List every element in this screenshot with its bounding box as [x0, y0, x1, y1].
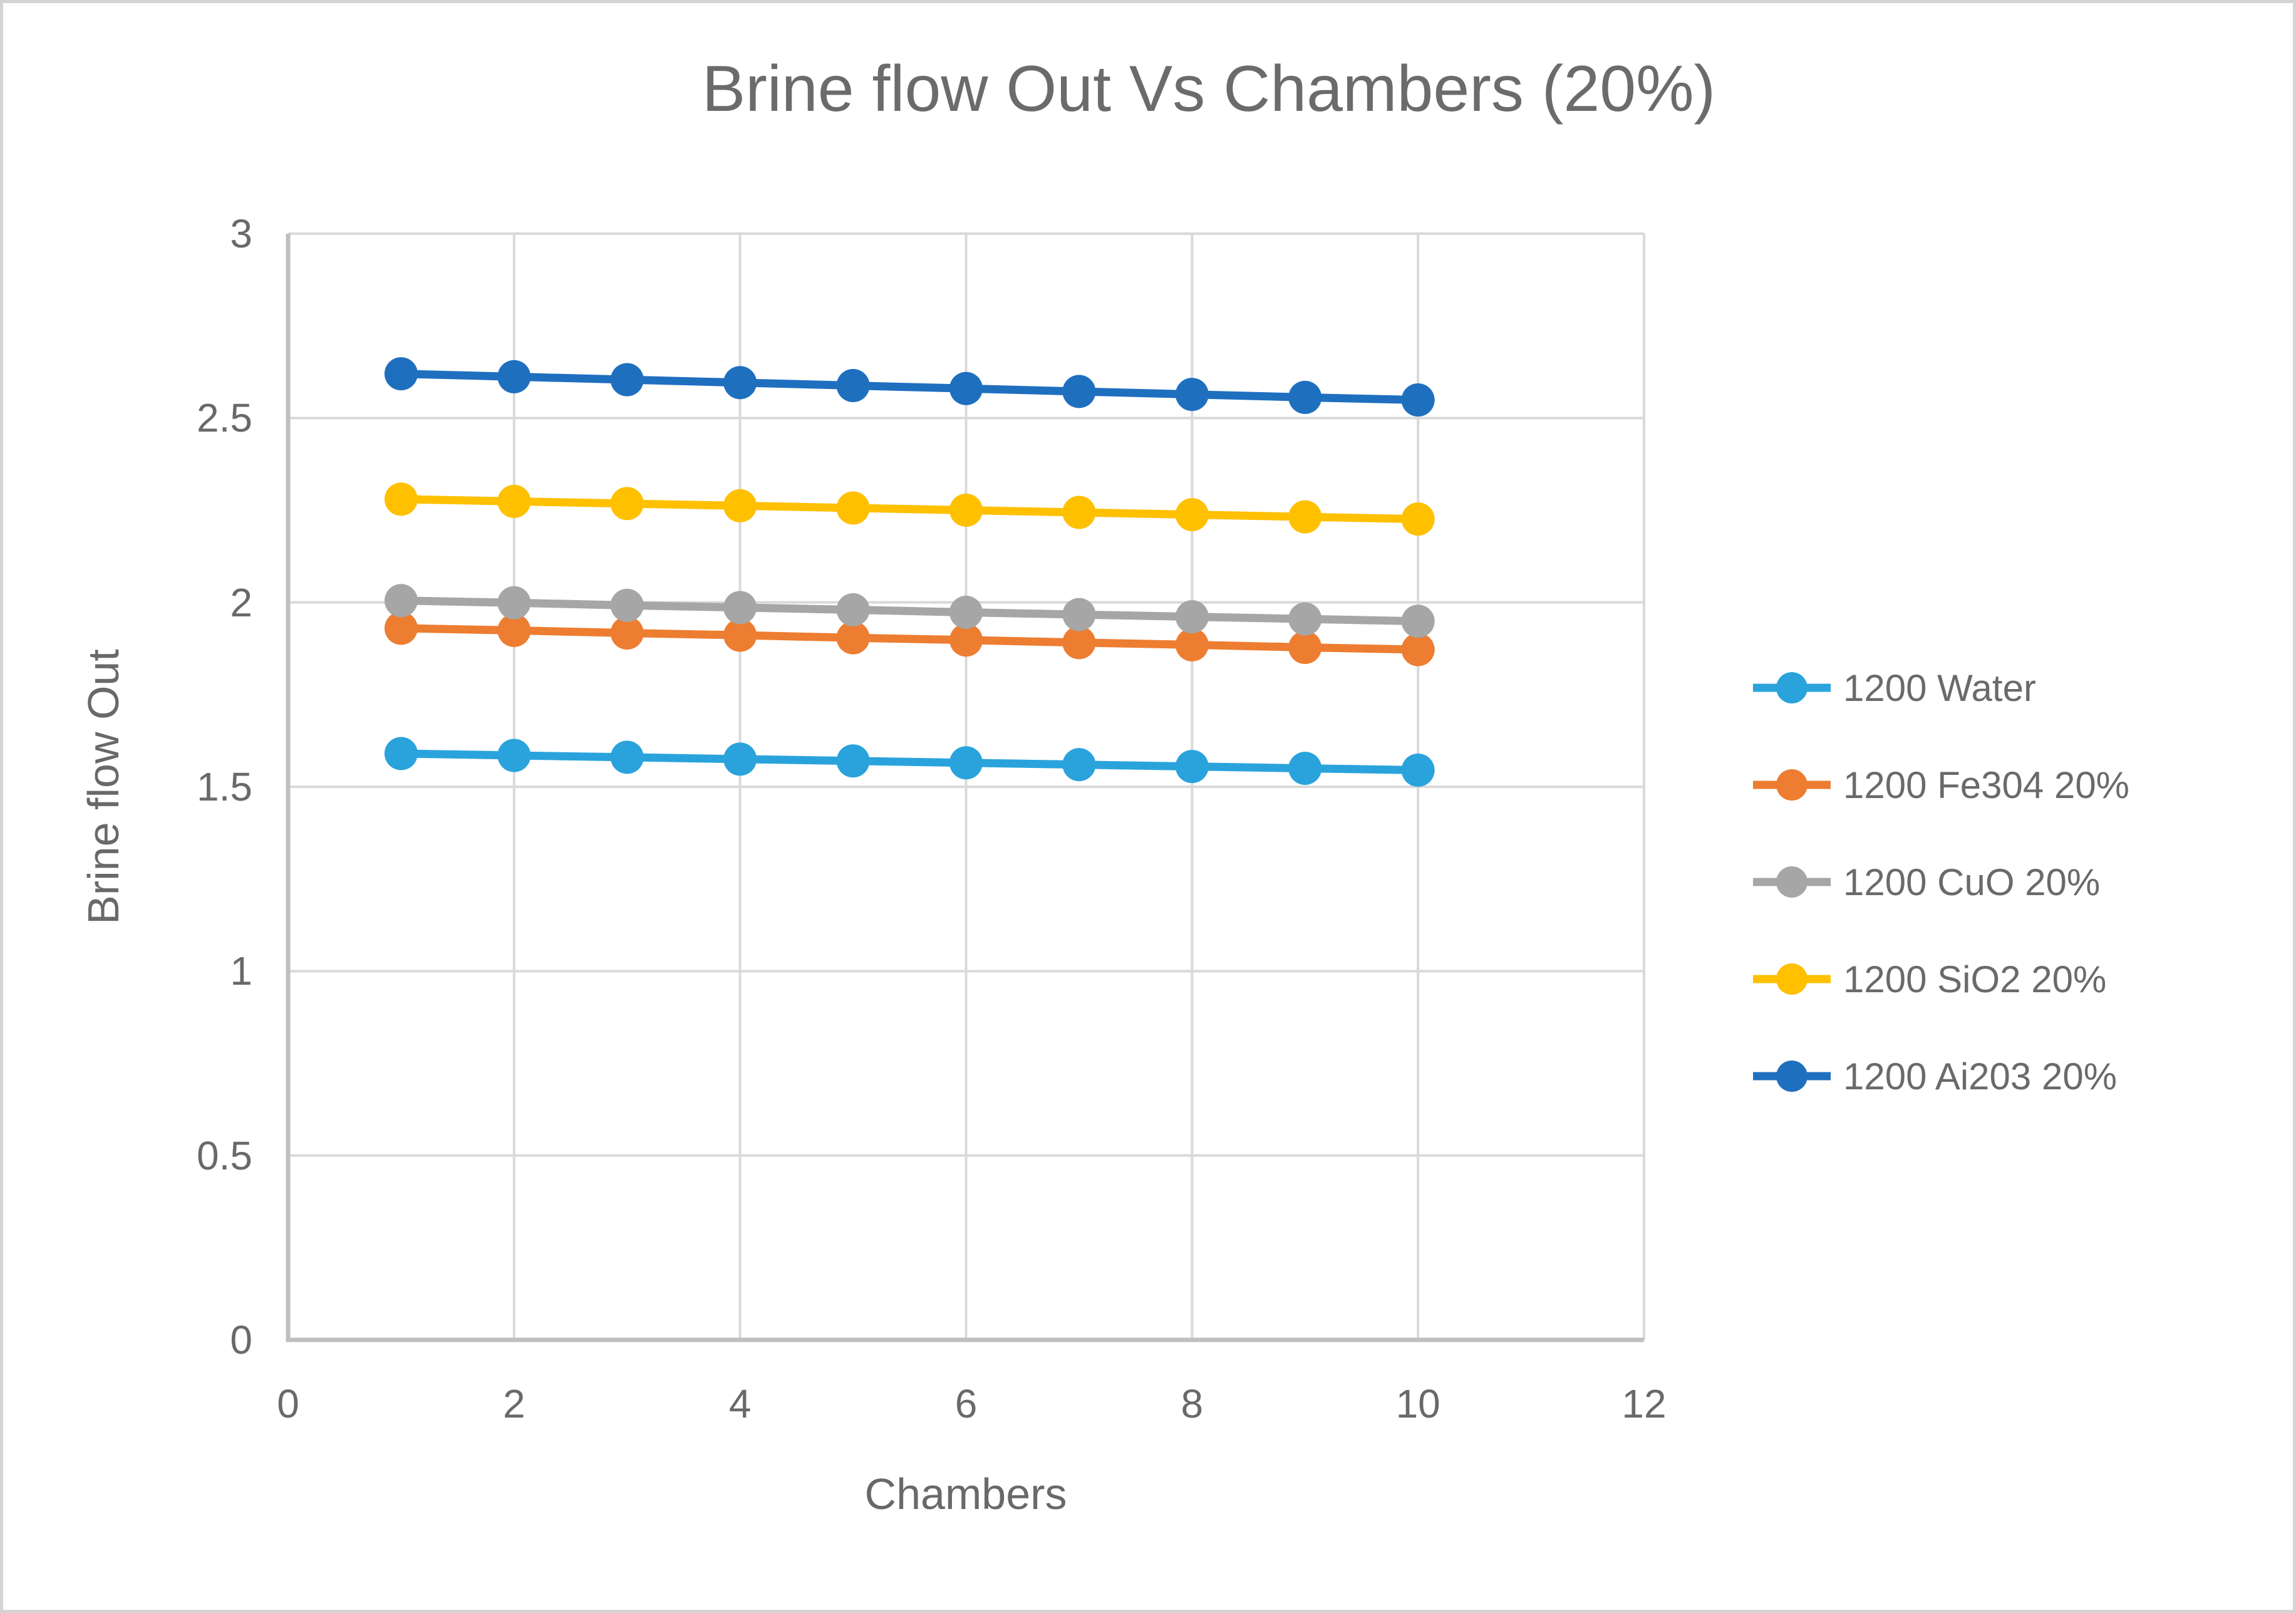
- legend-label-1200-cuo-20-: 1200 CuO 20%: [1843, 861, 2101, 903]
- data-point-1200-cuo-20--x4[interactable]: [723, 591, 757, 625]
- data-point-1200-sio2-20--x6[interactable]: [949, 494, 983, 527]
- chart-title: Brine flow Out Vs Chambers (20%): [701, 53, 1716, 125]
- y-tick-label: 0: [230, 1317, 252, 1362]
- data-point-1200-cuo-20--x10[interactable]: [1401, 604, 1435, 638]
- data-point-1200-water-x9[interactable]: [1288, 752, 1322, 786]
- data-point-1200-sio2-20--x2[interactable]: [497, 484, 531, 518]
- x-tick-label: 8: [1181, 1381, 1204, 1426]
- data-point-1200-water-x6[interactable]: [949, 746, 983, 780]
- y-tick-label: 3: [230, 211, 252, 256]
- x-tick-label: 2: [503, 1381, 525, 1426]
- data-point-1200-sio2-20--x4[interactable]: [723, 489, 757, 522]
- data-point-1200-water-x8[interactable]: [1175, 750, 1209, 784]
- data-point-1200-cuo-20--x6[interactable]: [949, 596, 983, 630]
- legend-label-1200-sio2-20-: 1200 SiO2 20%: [1843, 958, 2107, 1000]
- data-point-1200-fe304-20--x2[interactable]: [497, 613, 531, 647]
- data-point-1200-ai203-20--x1[interactable]: [384, 357, 418, 391]
- legend-dot: [1776, 672, 1807, 703]
- legend-dot: [1776, 769, 1807, 801]
- legend-marker-1200-cuo-20-: [1753, 866, 1831, 898]
- legend-marker-1200-fe304-20-: [1753, 769, 1831, 801]
- legend: 1200 Water 1200 Fe304 20% 1200 CuO 20% 1200…: [1752, 667, 2129, 1097]
- legend-item-1200-water[interactable]: 1200 Water: [1752, 667, 2129, 709]
- series-line-1200-sio2-20-: [396, 495, 1422, 524]
- data-point-1200-water-x1[interactable]: [384, 737, 418, 770]
- data-point-1200-water-x10[interactable]: [1401, 754, 1435, 787]
- y-tick-label: 1.5: [197, 764, 252, 809]
- data-point-1200-ai203-20--x10[interactable]: [1401, 383, 1435, 417]
- x-tick-label: 10: [1395, 1381, 1440, 1426]
- data-point-1200-fe304-20--x4[interactable]: [723, 618, 757, 652]
- data-point-1200-cuo-20--x1[interactable]: [384, 584, 418, 618]
- data-point-1200-cuo-20--x8[interactable]: [1175, 600, 1209, 634]
- data-point-1200-ai203-20--x6[interactable]: [949, 371, 983, 405]
- legend-marker-1200-water: [1753, 672, 1831, 703]
- legend-label-1200-fe304-20-: 1200 Fe304 20%: [1843, 764, 2130, 806]
- series-line-1200-ai203-20-: [396, 370, 1422, 404]
- series-1200-sio2-20-[interactable]: [384, 482, 1435, 536]
- series-1200-cuo-20-[interactable]: [384, 584, 1435, 638]
- data-point-1200-fe304-20--x6[interactable]: [949, 623, 983, 657]
- legend-item-1200-sio2-20-[interactable]: 1200 SiO2 20%: [1752, 958, 2129, 1000]
- series-1200-ai203-20-[interactable]: [384, 357, 1435, 417]
- data-point-1200-cuo-20--x5[interactable]: [836, 593, 870, 626]
- data-point-1200-sio2-20--x1[interactable]: [384, 482, 418, 516]
- plot-area: [286, 232, 1645, 1342]
- x-tick-label: 6: [954, 1381, 978, 1426]
- data-point-1200-ai203-20--x4[interactable]: [723, 366, 757, 400]
- data-point-1200-sio2-20--x9[interactable]: [1288, 500, 1322, 534]
- legend-dot: [1776, 963, 1807, 995]
- series-line-1200-water: [396, 749, 1422, 775]
- data-point-1200-fe304-20--x3[interactable]: [610, 616, 644, 650]
- y-tick-label: 2: [230, 579, 252, 625]
- data-point-1200-fe304-20--x7[interactable]: [1062, 626, 1096, 660]
- data-point-1200-ai203-20--x3[interactable]: [610, 363, 644, 397]
- legend-marker-1200-sio2-20-: [1753, 963, 1831, 995]
- legend-dot: [1776, 1061, 1807, 1092]
- data-point-1200-cuo-20--x7[interactable]: [1062, 598, 1096, 631]
- series-1200-water[interactable]: [384, 737, 1435, 787]
- data-point-1200-cuo-20--x9[interactable]: [1288, 602, 1322, 636]
- data-point-1200-ai203-20--x5[interactable]: [836, 369, 870, 403]
- data-point-1200-water-x2[interactable]: [497, 739, 531, 772]
- y-tick-label: 2.5: [197, 395, 252, 441]
- data-point-1200-ai203-20--x7[interactable]: [1062, 375, 1096, 408]
- legend-dot: [1776, 866, 1807, 898]
- data-point-1200-sio2-20--x8[interactable]: [1175, 498, 1209, 532]
- series-1200-fe304-20-[interactable]: [384, 611, 1435, 666]
- legend-marker-1200-ai203-20-: [1753, 1061, 1831, 1092]
- series-line-1200-cuo-20-: [396, 596, 1422, 626]
- data-point-1200-fe304-20--x10[interactable]: [1401, 633, 1435, 666]
- data-point-1200-cuo-20--x3[interactable]: [610, 588, 644, 622]
- data-point-1200-cuo-20--x2[interactable]: [497, 586, 531, 620]
- data-point-1200-fe304-20--x9[interactable]: [1288, 630, 1322, 664]
- x-tick-label: 0: [277, 1381, 299, 1426]
- y-tick-label: 0.5: [197, 1133, 252, 1178]
- y-tick-label: 1: [230, 948, 252, 994]
- x-tick-label: 4: [728, 1381, 752, 1426]
- data-point-1200-sio2-20--x10[interactable]: [1401, 502, 1435, 536]
- data-point-1200-fe304-20--x8[interactable]: [1175, 628, 1209, 661]
- data-point-1200-water-x5[interactable]: [836, 744, 870, 778]
- data-point-1200-water-x7[interactable]: [1062, 748, 1096, 782]
- legend-item-1200-cuo-20-[interactable]: 1200 CuO 20%: [1752, 861, 2129, 903]
- data-point-1200-sio2-20--x5[interactable]: [836, 491, 870, 525]
- legend-item-1200-ai203-20-[interactable]: 1200 Ai203 20%: [1752, 1055, 2129, 1097]
- data-point-1200-ai203-20--x9[interactable]: [1288, 380, 1322, 414]
- x-tick-label: 12: [1621, 1381, 1667, 1426]
- legend-item-1200-fe304-20-[interactable]: 1200 Fe304 20%: [1752, 764, 2129, 806]
- data-point-1200-sio2-20--x7[interactable]: [1062, 495, 1096, 529]
- data-point-1200-ai203-20--x8[interactable]: [1175, 378, 1209, 412]
- legend-label-1200-water: 1200 Water: [1843, 666, 2036, 709]
- data-point-1200-sio2-20--x3[interactable]: [610, 487, 644, 521]
- legend-label-1200-ai203-20-: 1200 Ai203 20%: [1843, 1055, 2118, 1097]
- data-point-1200-ai203-20--x2[interactable]: [497, 360, 531, 393]
- data-point-1200-fe304-20--x5[interactable]: [836, 621, 870, 655]
- data-point-1200-fe304-20--x1[interactable]: [384, 611, 418, 645]
- series-line-1200-fe304-20-: [396, 624, 1422, 654]
- data-point-1200-water-x4[interactable]: [723, 742, 757, 776]
- x-axis-title: Chambers: [864, 1470, 1067, 1518]
- data-point-1200-water-x3[interactable]: [610, 740, 644, 774]
